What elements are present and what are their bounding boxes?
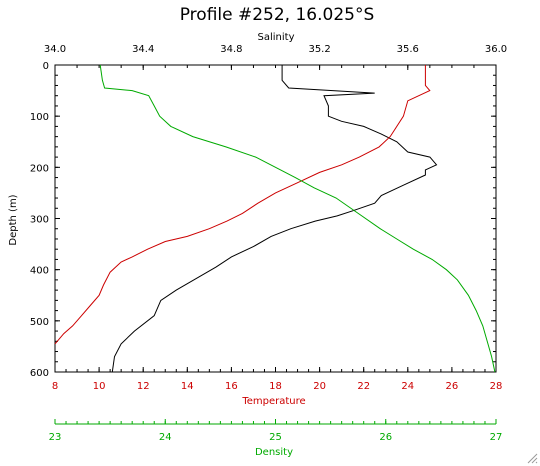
right-tick-axis [491,64,496,373]
salinity-tick-label: 35.2 [308,44,330,55]
salinity-tick-label: 34.8 [220,44,242,55]
depth-tick-label: 600 [30,368,49,379]
density-axis: 23 24 25 26 27 [49,419,503,443]
temperature-tick-label: 26 [446,381,459,392]
density-tick-label: 24 [159,432,172,443]
depth-tick-label: 300 [30,215,49,226]
temperature-axis: 8 10 12 14 16 18 20 22 24 26 28 [52,367,503,392]
resize-grip-icon[interactable] [526,452,538,464]
depth-axis: 0 100 200 300 400 500 600 [30,61,60,379]
temperature-tick-label: 18 [269,381,282,392]
depth-tick-label: 400 [30,266,49,277]
depth-tick-label: 500 [30,317,49,328]
salinity-tick-label: 35.6 [397,44,419,55]
depth-tick-label: 200 [30,163,49,174]
depth-axis-label: Depth (m) [8,194,19,245]
temperature-tick-label: 28 [490,381,503,392]
temperature-tick-label: 16 [225,381,238,392]
temperature-profile-line [54,65,431,345]
temperature-tick-label: 20 [313,381,326,392]
temperature-axis-label: Temperature [241,396,305,407]
temperature-tick-label: 8 [52,381,58,392]
depth-tick-label: 0 [43,61,49,72]
salinity-tick-label: 34.0 [44,44,66,55]
density-profile-line [99,64,496,373]
density-tick-label: 23 [49,432,62,443]
salinity-axis: 34.0 34.4 34.8 35.2 35.6 36.0 [44,44,507,70]
salinity-tick-label: 36.0 [485,44,507,55]
salinity-tick-label: 34.4 [132,44,154,55]
temperature-tick-label: 24 [401,381,414,392]
series-layer [54,64,496,373]
density-tick-label: 26 [379,432,392,443]
density-tick-label: 27 [490,432,503,443]
plot-frame [54,64,497,373]
temperature-tick-label: 12 [137,381,150,392]
density-axis-label: Density [255,447,293,458]
temperature-tick-label: 10 [93,381,106,392]
density-tick-label: 25 [269,432,282,443]
salinity-profile-line [111,65,438,373]
chart-title: Profile #252, 16.025°S [180,5,375,25]
salinity-axis-label: Salinity [258,32,295,43]
temperature-tick-label: 22 [357,381,370,392]
temperature-tick-label: 14 [181,381,194,392]
depth-tick-label: 100 [30,112,49,123]
